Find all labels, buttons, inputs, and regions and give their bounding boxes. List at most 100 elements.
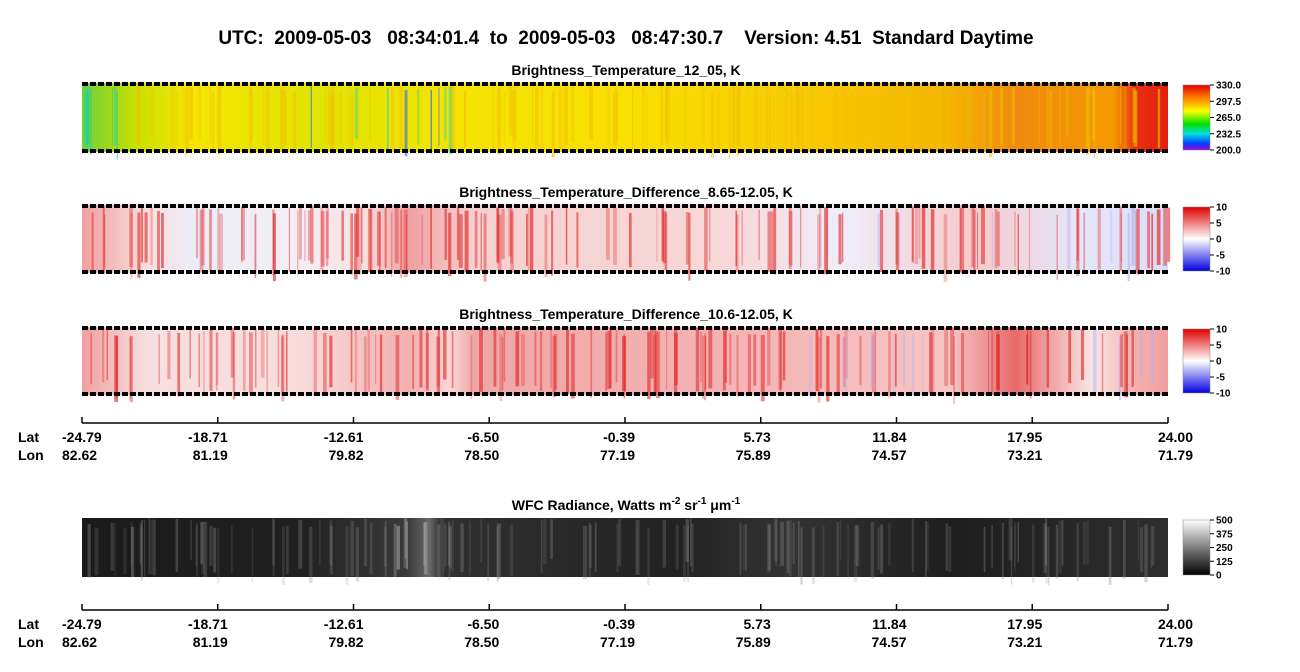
striation	[209, 525, 213, 566]
striation	[298, 206, 302, 260]
striation	[1127, 213, 1130, 282]
striation	[215, 332, 218, 391]
striation	[479, 327, 483, 392]
striation	[499, 334, 503, 402]
lon-label: 71.79	[1158, 447, 1193, 463]
striation	[988, 330, 990, 394]
striation	[544, 214, 548, 277]
lon-label: 79.82	[328, 447, 363, 463]
striation	[1028, 207, 1030, 276]
striation	[615, 87, 617, 148]
striation	[284, 91, 287, 145]
striation	[328, 85, 331, 146]
striation	[396, 525, 400, 570]
striation	[241, 205, 245, 261]
striation	[255, 328, 257, 388]
striation	[653, 334, 657, 394]
striation	[326, 210, 329, 266]
striation	[310, 205, 314, 264]
striation	[888, 523, 891, 566]
striation	[497, 87, 502, 155]
striation	[1067, 207, 1071, 270]
striation	[89, 87, 92, 155]
striation	[674, 333, 678, 386]
lat-label: -24.79	[62, 616, 102, 632]
row-label: Lon	[18, 447, 44, 463]
striation	[437, 327, 440, 393]
striation	[195, 206, 199, 259]
striation	[329, 521, 331, 565]
colorbar	[1182, 519, 1211, 576]
striation	[213, 527, 217, 573]
striation	[280, 83, 283, 152]
striation	[641, 85, 646, 153]
striation	[815, 329, 819, 392]
striation	[1012, 87, 1015, 145]
striation	[426, 328, 429, 389]
striation	[1046, 330, 1049, 388]
striation	[1001, 523, 1004, 580]
striation	[834, 84, 837, 144]
striation	[769, 88, 771, 153]
lat-label: 17.95	[1007, 429, 1042, 445]
striation	[966, 91, 970, 146]
striation	[877, 213, 880, 268]
striation	[260, 328, 265, 378]
striation	[589, 84, 594, 141]
lat-label: -6.50	[467, 429, 499, 445]
striation	[1167, 207, 1171, 262]
striation	[981, 206, 985, 265]
striation	[983, 526, 986, 572]
striation	[701, 86, 705, 143]
striation	[161, 212, 164, 269]
striation	[665, 84, 669, 144]
striation	[351, 90, 354, 147]
striation	[853, 525, 858, 582]
title-part: WFC Radiance, Watts m	[512, 497, 672, 513]
striation	[1120, 334, 1123, 388]
striation	[988, 331, 990, 396]
lat-label: 5.73	[744, 429, 771, 445]
panel-title: WFC Radiance, Watts m-2 sr-1 μm-1	[512, 496, 741, 513]
striation	[664, 212, 668, 271]
striation	[1085, 520, 1089, 565]
striation	[623, 334, 626, 399]
striation	[684, 86, 686, 152]
striation	[1014, 525, 1016, 572]
colorbar-label: 125	[1216, 557, 1233, 568]
striation	[307, 210, 311, 261]
striation	[102, 329, 105, 383]
striation	[1026, 327, 1029, 384]
colorbar-label: 5	[1216, 219, 1222, 230]
striation	[877, 527, 880, 570]
striation	[905, 92, 909, 144]
striation	[266, 331, 269, 393]
striation	[496, 523, 501, 579]
striation	[960, 205, 965, 274]
striation	[836, 333, 840, 393]
striation	[103, 214, 106, 268]
striation	[310, 85, 313, 148]
striation	[448, 521, 451, 565]
lon-label: 82.62	[62, 447, 97, 463]
striation	[200, 522, 204, 564]
striation	[140, 525, 143, 582]
striation	[989, 88, 993, 158]
striation	[790, 90, 793, 150]
striation	[946, 90, 950, 154]
striation	[1056, 214, 1058, 281]
lon-label: 73.21	[1007, 634, 1042, 650]
striation	[510, 211, 514, 273]
striation	[911, 333, 915, 396]
striation	[666, 328, 668, 390]
striation	[937, 92, 941, 150]
striation	[788, 520, 792, 577]
striation	[460, 523, 464, 572]
striation	[501, 208, 505, 260]
striation	[685, 519, 689, 563]
striation	[110, 523, 115, 571]
striation	[254, 214, 257, 278]
striation	[540, 520, 543, 574]
striation	[241, 207, 243, 263]
striation	[943, 214, 948, 282]
